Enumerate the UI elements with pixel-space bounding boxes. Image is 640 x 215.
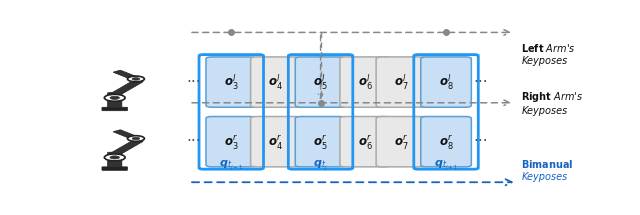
FancyBboxPatch shape (251, 57, 301, 107)
FancyBboxPatch shape (108, 152, 122, 167)
FancyBboxPatch shape (295, 57, 346, 107)
Circle shape (110, 156, 120, 159)
FancyBboxPatch shape (420, 117, 471, 167)
FancyBboxPatch shape (251, 117, 301, 167)
FancyBboxPatch shape (113, 70, 140, 80)
FancyBboxPatch shape (420, 57, 471, 107)
FancyBboxPatch shape (340, 117, 390, 167)
Text: $\boldsymbol{o}_{7}^{r}$: $\boldsymbol{o}_{7}^{r}$ (394, 133, 409, 151)
FancyBboxPatch shape (102, 167, 127, 170)
Circle shape (127, 136, 145, 141)
Text: ···: ··· (187, 75, 202, 90)
Text: $\boldsymbol{o}_{4}^{r}$: $\boldsymbol{o}_{4}^{r}$ (268, 133, 284, 151)
Text: ···: ··· (474, 75, 488, 90)
FancyBboxPatch shape (113, 130, 140, 139)
Text: $\boldsymbol{o}_{6}^{r}$: $\boldsymbol{o}_{6}^{r}$ (358, 133, 372, 151)
Text: $\mathbf{Right}$ Arm's
Keyposes: $\mathbf{Right}$ Arm's Keyposes (522, 90, 584, 116)
Text: $\boldsymbol{o}_{7}^{l}$: $\boldsymbol{o}_{7}^{l}$ (394, 72, 409, 92)
Circle shape (127, 76, 145, 82)
Text: $\boldsymbol{o}_{5}^{l}$: $\boldsymbol{o}_{5}^{l}$ (313, 72, 328, 92)
FancyBboxPatch shape (110, 80, 143, 96)
FancyBboxPatch shape (206, 117, 257, 167)
Text: $\mathbf{Bimanual}$
Keyposes: $\mathbf{Bimanual}$ Keyposes (522, 158, 574, 182)
FancyBboxPatch shape (340, 57, 390, 107)
Text: ···: ··· (474, 134, 488, 149)
Text: $\boldsymbol{o}_{5}^{r}$: $\boldsymbol{o}_{5}^{r}$ (313, 133, 328, 151)
Circle shape (132, 137, 140, 140)
Text: ···: ··· (187, 134, 202, 149)
Text: $\boldsymbol{o}_{8}^{l}$: $\boldsymbol{o}_{8}^{l}$ (438, 72, 454, 92)
Text: $\boldsymbol{o}_{8}^{r}$: $\boldsymbol{o}_{8}^{r}$ (438, 133, 454, 151)
Circle shape (104, 94, 125, 101)
Circle shape (110, 96, 120, 99)
Text: $\boldsymbol{o}_{3}^{l}$: $\boldsymbol{o}_{3}^{l}$ (224, 72, 239, 92)
Text: $\boldsymbol{q}_{t_{j+1}}$: $\boldsymbol{q}_{t_{j+1}}$ (434, 159, 458, 173)
FancyBboxPatch shape (376, 57, 427, 107)
Text: $\mathbf{Left}$ Arm's
Keyposes: $\mathbf{Left}$ Arm's Keyposes (522, 42, 576, 66)
Text: $\boldsymbol{o}_{3}^{r}$: $\boldsymbol{o}_{3}^{r}$ (224, 133, 239, 151)
FancyBboxPatch shape (102, 107, 127, 111)
Circle shape (132, 78, 140, 80)
Circle shape (104, 154, 125, 161)
FancyBboxPatch shape (206, 57, 257, 107)
Text: $\boldsymbol{o}_{4}^{l}$: $\boldsymbol{o}_{4}^{l}$ (268, 72, 284, 92)
FancyBboxPatch shape (108, 93, 122, 108)
Text: $\boldsymbol{o}_{6}^{l}$: $\boldsymbol{o}_{6}^{l}$ (358, 72, 372, 92)
FancyBboxPatch shape (295, 117, 346, 167)
Text: $\boldsymbol{q}_{t_{j-1}}$: $\boldsymbol{q}_{t_{j-1}}$ (219, 159, 243, 173)
Text: $\boldsymbol{q}_{t_j}$: $\boldsymbol{q}_{t_j}$ (313, 159, 328, 173)
FancyBboxPatch shape (376, 117, 427, 167)
FancyBboxPatch shape (110, 140, 143, 155)
